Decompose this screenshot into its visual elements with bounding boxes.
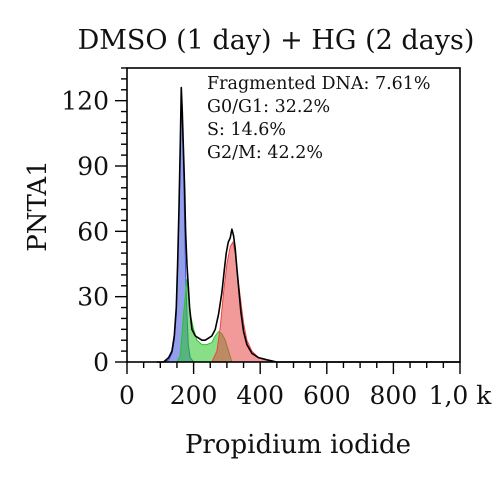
annotation-s-phase: S: 14.6% <box>207 120 286 140</box>
x-axis: 0 200 400 600 800 1,0 k <box>119 362 492 410</box>
y-tick-label: 60 <box>77 217 109 246</box>
y-tick-label: 120 <box>61 87 109 116</box>
x-tick-label: 0 <box>119 381 135 410</box>
annotation-g0-g1: G0/G1: 32.2% <box>207 97 330 117</box>
annotation-g2-m: G2/M: 42.2% <box>207 143 323 163</box>
x-tick-label: 400 <box>236 381 284 410</box>
y-axis: 0 30 60 90 120 <box>61 67 127 377</box>
plot-area <box>126 67 461 363</box>
chart-title: DMSO (1 day) + HG (2 days) <box>78 25 475 56</box>
y-axis-label: PNTA1 <box>23 160 53 251</box>
x-tick-label: 200 <box>170 381 218 410</box>
x-tick-label: 1,0 k <box>429 381 493 410</box>
histogram-line <box>156 86 460 363</box>
x-tick-label: 800 <box>370 381 418 410</box>
y-tick-label: 30 <box>77 283 109 312</box>
stats-annotations: Fragmented DNA: 7.61% G0/G1: 32.2% S: 14… <box>207 74 431 163</box>
annotation-fragmented-dna: Fragmented DNA: 7.61% <box>207 74 431 94</box>
series-area-g2-m <box>211 240 277 363</box>
series-layer <box>156 86 460 363</box>
x-axis-label: Propidium iodide <box>185 430 411 460</box>
y-tick-label: 0 <box>93 348 109 377</box>
x-tick-label: 600 <box>303 381 351 410</box>
y-tick-label: 90 <box>77 152 109 181</box>
